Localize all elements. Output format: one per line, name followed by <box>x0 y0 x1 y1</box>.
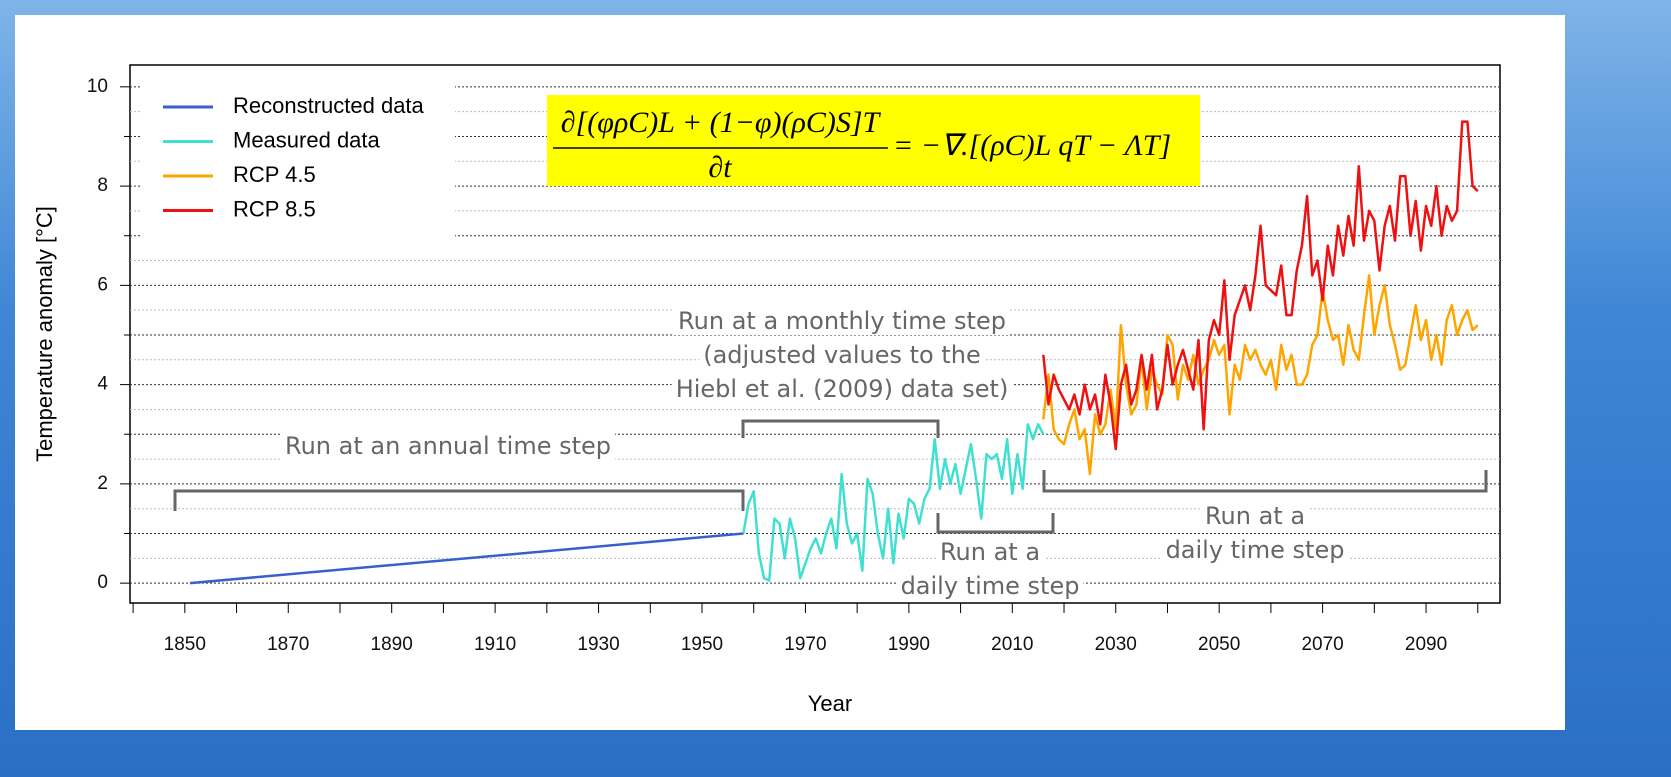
equation-box <box>547 95 1200 186</box>
bracket <box>741 419 940 438</box>
y-tick-label: 10 <box>87 76 108 97</box>
legend-background <box>140 75 455 240</box>
x-tick-label: 2030 <box>1095 634 1137 655</box>
bracket <box>1042 470 1488 493</box>
annotation: daily time step <box>901 572 1080 600</box>
annotation-background <box>699 341 985 369</box>
series <box>189 120 1479 585</box>
annotation-background <box>896 572 1084 600</box>
annotation-background <box>671 375 1013 403</box>
x-tick-label: 1850 <box>164 634 206 655</box>
y-tick-label: 2 <box>97 473 108 494</box>
annotation-background <box>935 538 1045 566</box>
x-tick-label: 1990 <box>888 634 930 655</box>
x-tick-label: 1950 <box>681 634 723 655</box>
legend-label: RCP 8.5 <box>233 196 316 221</box>
annotation: Run at an annual time step <box>285 432 611 460</box>
y-tick-label: 6 <box>97 274 108 295</box>
x-axis-label: Year <box>808 691 852 716</box>
x-tick-label: 1930 <box>577 634 619 655</box>
x-tick-label: 2090 <box>1405 634 1447 655</box>
series-line <box>1042 274 1479 476</box>
annotation: daily time step <box>1166 536 1345 564</box>
equation-rhs: = −∇.[(ρC)L qT − ΛT] <box>893 129 1171 162</box>
annotation: (adjusted values to the <box>703 341 981 369</box>
annotation-background <box>674 307 1010 335</box>
legend-label: Measured data <box>233 127 381 152</box>
x-tick-label: 1870 <box>267 634 309 655</box>
annotation: Hiebl et al. (2009) data set) <box>676 375 1009 403</box>
equation-numerator: ∂[(φρC)L + (1−φ)(ρC)S]T <box>561 106 882 139</box>
equation-denominator: ∂t <box>708 151 732 184</box>
series-line <box>1042 120 1479 451</box>
annotations: Run at an annual time step Run at a month… <box>280 307 1349 600</box>
annotation: Run at a <box>940 538 1040 566</box>
series-line <box>742 423 1045 582</box>
y-tick-label: 8 <box>97 175 108 196</box>
plot-frame <box>129 64 1501 604</box>
x-tick-label: 1910 <box>474 634 516 655</box>
y-tick-label: 0 <box>97 572 108 593</box>
x-tick-label: 1970 <box>784 634 826 655</box>
bracket <box>173 489 745 511</box>
x-tick-label: 1890 <box>371 634 413 655</box>
annotation-background <box>1161 536 1349 564</box>
legend-label: Reconstructed data <box>233 93 425 118</box>
annotation: Run at a <box>1205 502 1305 530</box>
annotation: Run at a monthly time step <box>678 307 1006 335</box>
series-line <box>189 532 744 585</box>
annotation-background <box>280 432 616 460</box>
brackets <box>173 419 1488 534</box>
y-axis-label: Temperature anomaly [°C] <box>32 206 57 462</box>
x-tick-label: 2050 <box>1198 634 1240 655</box>
bracket <box>936 513 1055 534</box>
x-tick-label: 2070 <box>1301 634 1343 655</box>
annotation-background <box>1200 502 1310 530</box>
y-tick-label: 4 <box>97 374 108 395</box>
x-tick-label: 2010 <box>991 634 1033 655</box>
legend-label: RCP 4.5 <box>233 162 316 187</box>
